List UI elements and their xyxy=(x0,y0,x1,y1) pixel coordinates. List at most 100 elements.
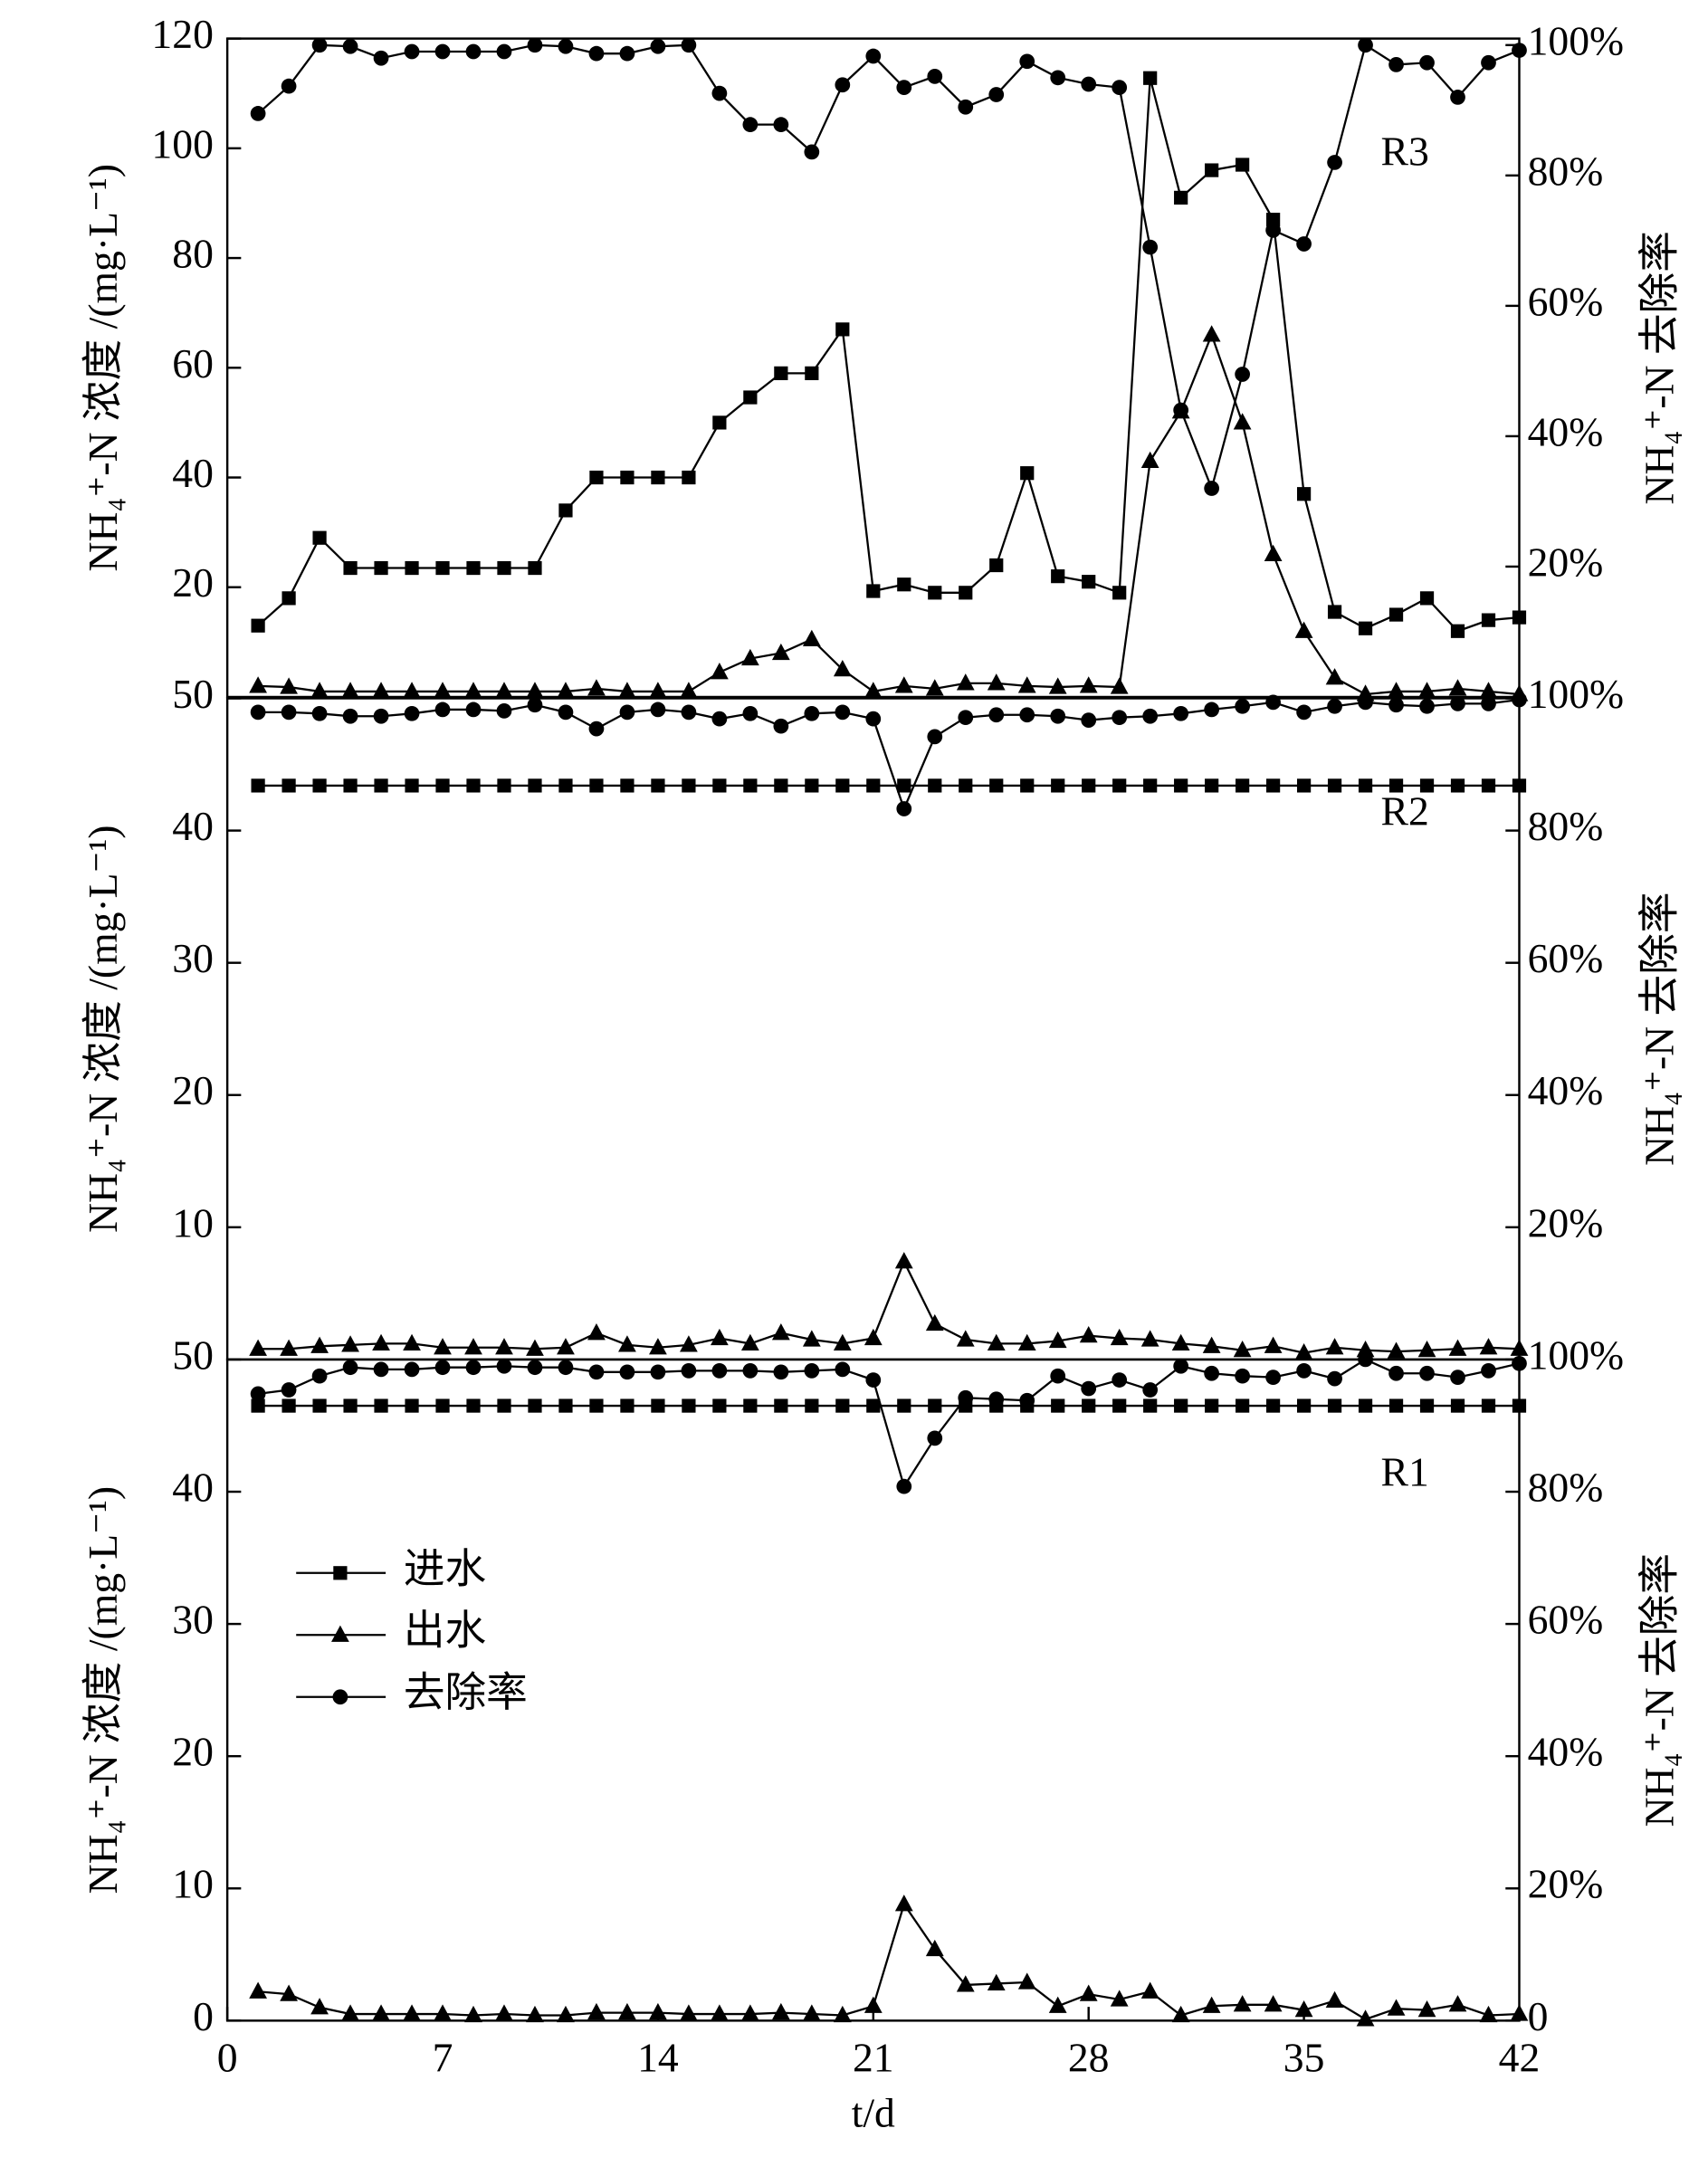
y2-tick-label: 0 xyxy=(1528,1993,1549,2039)
marker-circle xyxy=(1265,1370,1281,1386)
marker-square xyxy=(1327,605,1342,619)
marker-circle xyxy=(1235,1368,1250,1384)
marker-circle xyxy=(1327,155,1342,170)
marker-triangle xyxy=(894,1895,913,1912)
marker-circle xyxy=(404,1361,420,1378)
y2-tick-label: 60% xyxy=(1528,935,1604,981)
marker-circle xyxy=(1419,1365,1435,1381)
marker-circle xyxy=(1265,694,1281,711)
y2-tick-label: 80% xyxy=(1528,148,1604,194)
marker-circle xyxy=(1388,57,1404,72)
series-line xyxy=(257,43,1520,492)
marker-triangle xyxy=(403,682,421,699)
marker-triangle xyxy=(1202,1996,1221,2013)
y-tick-label: 50 xyxy=(172,671,214,717)
marker-square xyxy=(1265,213,1281,227)
marker-circle xyxy=(1235,698,1250,714)
marker-triangle xyxy=(864,1328,883,1346)
marker-circle xyxy=(958,1389,974,1406)
marker-square xyxy=(712,778,727,793)
marker-circle xyxy=(927,1430,943,1446)
marker-square xyxy=(1512,1398,1527,1413)
marker-square xyxy=(682,1398,696,1413)
marker-circle xyxy=(1204,481,1220,496)
marker-circle xyxy=(465,1360,482,1376)
y-tick-label: 50 xyxy=(172,1331,214,1378)
marker-triangle xyxy=(649,2002,667,2020)
marker-triangle xyxy=(372,682,390,699)
marker-triangle xyxy=(341,682,359,699)
marker-circle xyxy=(342,38,358,54)
marker-triangle xyxy=(956,1975,975,1992)
marker-square xyxy=(1450,624,1465,638)
marker-square xyxy=(1020,778,1035,793)
marker-triangle xyxy=(864,1996,883,2013)
marker-triangle xyxy=(1479,682,1498,699)
marker-triangle xyxy=(434,1338,452,1355)
x-tick-label: 35 xyxy=(1283,2034,1325,2080)
marker-square xyxy=(1450,778,1465,793)
marker-triangle xyxy=(956,673,975,691)
marker-square xyxy=(343,560,358,576)
marker-circle xyxy=(1081,76,1097,92)
marker-circle xyxy=(650,702,666,718)
y-tick-label: 20 xyxy=(172,1729,214,1775)
y2-tick-label: 20% xyxy=(1528,1199,1604,1246)
y-tick-label: 80 xyxy=(172,231,214,277)
marker-square xyxy=(928,586,942,600)
marker-square xyxy=(682,470,696,485)
marker-circle xyxy=(404,705,420,721)
marker-square xyxy=(774,366,788,380)
marker-circle xyxy=(1296,704,1312,721)
marker-circle xyxy=(250,106,266,121)
marker-square xyxy=(620,1398,635,1413)
marker-circle xyxy=(804,144,820,160)
marker-triangle xyxy=(1417,2000,1436,2018)
marker-circle xyxy=(988,1391,1005,1408)
y2-tick-label: 100% xyxy=(1528,671,1624,717)
marker-square xyxy=(1205,778,1219,793)
marker-circle xyxy=(373,708,389,724)
marker-square xyxy=(620,778,635,793)
marker-triangle xyxy=(649,1338,667,1355)
marker-circle xyxy=(865,48,882,64)
marker-circle xyxy=(311,1368,328,1384)
marker-triangle xyxy=(1079,1325,1098,1343)
marker-triangle xyxy=(1510,2004,1529,2021)
marker-square xyxy=(251,1398,265,1413)
y2-tick-label: 40% xyxy=(1528,1729,1604,1775)
marker-square xyxy=(651,470,665,485)
y2-axis-label: NH₄⁺-N 去除率 xyxy=(1636,892,1683,1166)
marker-triangle xyxy=(434,682,452,699)
marker-square xyxy=(989,778,1004,793)
marker-triangle xyxy=(864,682,883,699)
marker-triangle xyxy=(1448,1995,1467,2012)
marker-circle xyxy=(1419,698,1435,714)
marker-circle xyxy=(404,43,420,60)
x-tick-label: 42 xyxy=(1499,2034,1541,2080)
marker-triangle xyxy=(1448,679,1467,696)
marker-square xyxy=(682,778,696,793)
marker-circle xyxy=(496,703,512,719)
marker-triangle xyxy=(403,1333,421,1351)
y-axis-label: NH₄⁺-N 浓度 /(mg·L⁻¹) xyxy=(80,164,126,571)
marker-triangle xyxy=(587,2002,606,2020)
marker-triangle xyxy=(1140,451,1159,468)
marker-square xyxy=(281,778,296,793)
x-tick-label: 28 xyxy=(1068,2034,1110,2080)
marker-circle xyxy=(1481,54,1496,71)
marker-square xyxy=(1236,778,1250,793)
marker-circle xyxy=(1019,1392,1035,1408)
marker-triangle xyxy=(1264,544,1283,561)
marker-circle xyxy=(773,1364,789,1380)
marker-triangle xyxy=(1417,682,1436,699)
marker-square xyxy=(651,1398,665,1413)
marker-circle xyxy=(1204,1365,1220,1381)
marker-circle xyxy=(619,704,635,721)
marker-triangle xyxy=(956,1330,975,1347)
marker-circle xyxy=(988,87,1005,102)
marker-square xyxy=(1051,1398,1065,1413)
marker-circle xyxy=(1081,1380,1097,1397)
marker-square xyxy=(774,778,788,793)
